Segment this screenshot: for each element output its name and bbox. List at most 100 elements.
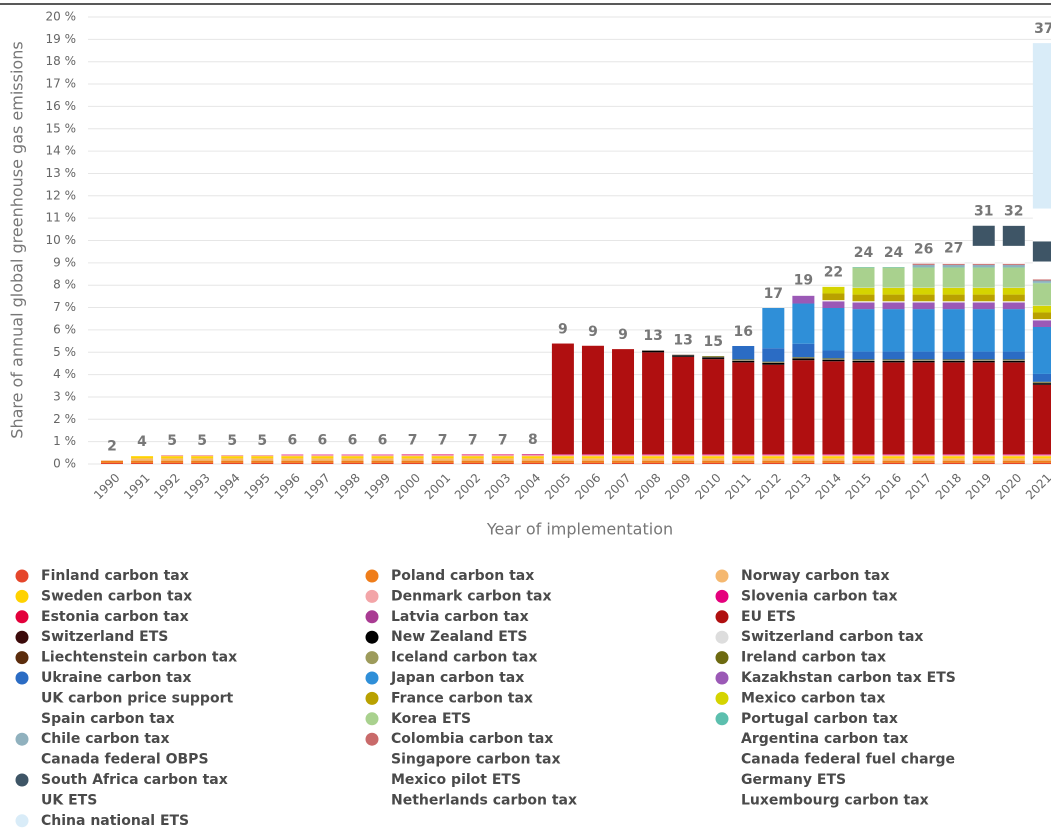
bar-segment <box>672 458 695 461</box>
bar-segment <box>1002 257 1025 259</box>
bar-segment <box>401 462 424 464</box>
legend-marker <box>15 610 29 624</box>
bar-segment <box>672 356 695 455</box>
x-tick-label: 2013 <box>782 471 813 502</box>
bar-segment <box>1002 264 1025 268</box>
bar-segment <box>131 456 154 459</box>
legend-marker <box>715 712 729 726</box>
bar-segment <box>341 456 364 459</box>
bar-segment <box>882 362 905 455</box>
bar-segment <box>281 458 304 461</box>
bar-segment <box>702 356 725 357</box>
bar-segment <box>762 348 785 362</box>
bar-segment <box>251 456 274 459</box>
bar-segment <box>942 262 965 264</box>
bar-segment <box>1032 373 1051 382</box>
bar-segment <box>161 462 184 464</box>
legend-marker <box>715 793 729 807</box>
bar-segment <box>161 460 184 463</box>
bar-segment <box>822 300 845 302</box>
bar-segment <box>1032 383 1051 385</box>
bar-segment <box>191 460 214 463</box>
bar-segment <box>852 359 875 361</box>
bar-segment <box>521 456 544 459</box>
legend-label: Denmark carbon tax <box>391 588 552 604</box>
x-tick-label: 2006 <box>572 471 603 502</box>
bar-segment <box>732 458 755 461</box>
legend-marker <box>365 793 379 807</box>
bar-segment <box>732 462 755 464</box>
legend-label: Norway carbon tax <box>741 568 890 584</box>
bar-segment <box>1002 362 1025 455</box>
bar-segment <box>792 462 815 464</box>
y-tick-label: 17 % <box>46 77 77 91</box>
bar-segment <box>882 458 905 461</box>
x-tick-label: 2019 <box>963 471 994 502</box>
legend-label: France carbon tax <box>391 690 533 706</box>
bar-segment <box>732 455 755 457</box>
bar-segment <box>1002 294 1025 302</box>
y-tick-label: 4 % <box>53 367 76 381</box>
bar-segment <box>972 455 995 457</box>
bar-segment <box>792 360 815 455</box>
bar-segment <box>251 460 274 463</box>
bar-segment <box>972 294 995 302</box>
x-tick-label: 1997 <box>302 471 333 502</box>
legend-label: Poland carbon tax <box>391 568 534 584</box>
legend-marker <box>715 569 729 583</box>
x-tick-label: 2008 <box>632 471 663 502</box>
bar-segment <box>792 455 815 457</box>
bar-segment <box>942 301 965 303</box>
bar-segment <box>792 460 815 463</box>
bar-segment <box>822 301 845 308</box>
bar-segment <box>912 302 935 310</box>
bar-segment <box>281 456 304 459</box>
bar-segment <box>822 286 845 294</box>
bar-segment <box>581 345 604 455</box>
bar-segment <box>852 287 875 295</box>
legend-label: Liechtenstein carbon tax <box>41 650 237 666</box>
count-label: 32 <box>1004 204 1023 220</box>
legend-marker <box>365 589 379 603</box>
bar-segment <box>612 458 635 461</box>
bar-segment <box>131 460 154 463</box>
bar-segment <box>491 460 514 463</box>
bar-segment <box>371 455 394 457</box>
bar-segment <box>581 458 604 461</box>
bar-segment <box>1032 462 1051 464</box>
bar-segment <box>882 301 905 303</box>
bar-segment <box>1002 267 1025 288</box>
count-label: 19 <box>794 273 813 289</box>
y-tick-label: 9 % <box>53 255 76 269</box>
legend-label: Ireland carbon tax <box>741 650 886 666</box>
legend-label: China national ETS <box>41 813 189 828</box>
legend-label: Netherlands carbon tax <box>391 792 577 808</box>
legend-marker <box>365 712 379 726</box>
bar-segment <box>672 455 695 457</box>
bar-segment <box>642 350 665 353</box>
bar-segment <box>642 462 665 464</box>
bar-segment <box>401 458 424 461</box>
legend-marker <box>365 691 379 705</box>
bar-segment <box>581 455 604 457</box>
bar-segment <box>371 462 394 464</box>
bar-segment <box>1032 279 1051 281</box>
y-tick-label: 5 % <box>53 345 76 359</box>
bar-segment <box>1002 263 1025 265</box>
bar-segment <box>521 462 544 464</box>
bar-segment <box>732 460 755 463</box>
legend-label: South Africa carbon tax <box>41 772 228 788</box>
legend-label: Mexico carbon tax <box>741 690 885 706</box>
bar-segment <box>311 455 334 457</box>
bar-segment <box>852 455 875 457</box>
bar-segment <box>942 302 965 310</box>
count-label: 24 <box>884 245 904 261</box>
bar-segment <box>942 287 965 295</box>
bar-segment <box>972 287 995 295</box>
count-label: 6 <box>318 433 328 449</box>
legend-marker <box>715 753 729 767</box>
bar-segment <box>281 460 304 463</box>
bar-segment <box>1032 460 1051 463</box>
bar-segment <box>702 460 725 463</box>
bar-segment <box>642 352 665 455</box>
